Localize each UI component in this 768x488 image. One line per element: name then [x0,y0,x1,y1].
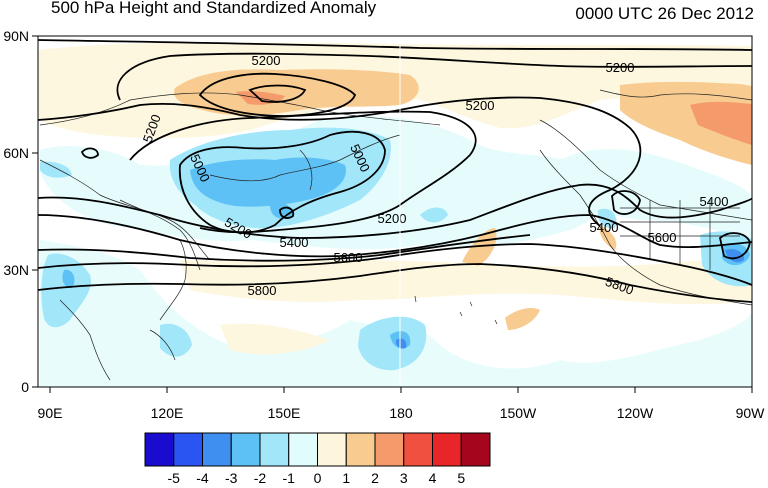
lon-tick-label: 180 [389,405,413,421]
very-strong-negative-shading [395,249,745,349]
contour-5400-low [718,232,751,260]
contour-label: 5400 [590,220,619,235]
lat-axis [32,35,38,388]
lat-tick-label: 30N [3,262,29,278]
contour-label: 5200 [606,60,635,75]
lat-tick-label: 0 [21,379,29,395]
map-plot: 5200 5200 5200 5200 5200 5400 5600 5800 … [38,36,752,387]
contour-label: 5200 [252,53,281,68]
chart-title: 500 hPa Height and Standardized Anomaly [51,0,377,17]
lon-tick-label: 90W [736,405,766,421]
colorbar-label: 5 [457,470,465,486]
colorbar-label: -2 [254,470,267,486]
contour-5000-ring-small [279,206,295,219]
contour-label: 5200 [378,211,407,226]
colorbar-swatch [259,432,290,467]
colorbar-swatch [460,432,491,467]
lon-tick-label: 120W [617,405,654,421]
contour-5500 [38,234,531,262]
contour-5000-west [80,147,99,159]
contour-5600 [38,214,752,258]
colorbar-swatch [403,432,433,467]
colorbar-label: -1 [283,470,296,486]
contour-label: 5600 [334,250,363,265]
contour-5200-ring [198,72,357,117]
colorbar-label: 0 [314,470,322,486]
colorbar-swatch [173,432,203,467]
colorbar-swatch [202,432,232,467]
contour-5000-lobe [178,130,386,234]
colorbar-swatch [374,432,405,467]
contour-label: 5200 [466,98,495,113]
lon-tick-label: 150W [500,405,537,421]
colorbar-swatch [432,432,462,467]
contour-5200-main [38,96,642,227]
contour-5200-trough [129,110,477,234]
colorbar-label: 4 [429,470,437,486]
plot-frame [37,35,753,388]
height-contours [38,39,752,303]
colorbar: -5 -4 -3 -2 -1 0 1 2 3 4 5 [144,432,491,486]
lon-axis [49,387,753,393]
colorbar-label: 1 [342,470,350,486]
lon-tick-label: 120E [151,405,184,421]
contour-5800 [38,263,752,303]
colorbar-label: 2 [371,470,379,486]
contour-5200-east [611,190,641,215]
lat-tick-label: 90N [3,28,29,44]
contour-5700 [38,243,752,286]
colorbar-label: 3 [400,470,408,486]
contour-5400 [38,183,752,239]
lon-tick-label: 150E [268,405,301,421]
contour-5100-ring [248,84,307,103]
lon-tick-label: 90E [38,405,63,421]
colorbar-swatch [144,432,175,467]
colorbar-swatch [230,432,261,467]
colorbar-label: -3 [225,470,238,486]
lat-tick-label: 60N [3,145,29,161]
coastlines [39,89,752,381]
colorbar-label: -5 [168,470,181,486]
contour-5200-outer [38,39,752,51]
colorbar-swatch [288,432,318,467]
contour-label: 5600 [648,230,677,245]
contour-5200-north [116,52,752,101]
contour-label: 5400 [700,194,729,209]
contour-label: 5400 [280,235,309,250]
colorbar-swatch [345,432,376,467]
colorbar-label: -4 [196,470,209,486]
contour-label: 5800 [248,283,277,298]
colorbar-swatch [317,432,347,467]
valid-time: 0000 UTC 26 Dec 2012 [575,4,754,23]
